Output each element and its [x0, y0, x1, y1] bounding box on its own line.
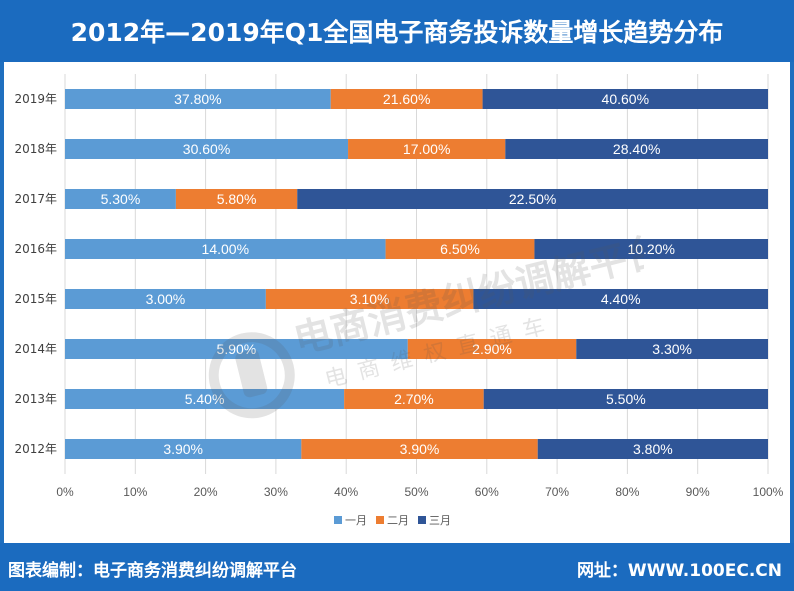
chart-header: 2012年—2019年Q1全国电子商务投诉数量增长趋势分布 — [0, 0, 794, 62]
data-label: 5.40% — [185, 391, 225, 407]
x-tick-label: 100% — [753, 485, 784, 499]
x-tick-label: 20% — [194, 485, 218, 499]
bar-segment — [65, 89, 331, 109]
data-label: 37.80% — [174, 91, 221, 107]
legend-label: 二月 — [387, 514, 409, 527]
legend-label: 一月 — [345, 514, 367, 527]
data-label: 22.50% — [509, 191, 556, 207]
bar-segment — [576, 339, 768, 359]
data-label: 3.80% — [633, 441, 673, 457]
data-label: 5.80% — [217, 191, 257, 207]
y-category-label: 2014年 — [14, 342, 57, 356]
data-label: 5.30% — [101, 191, 141, 207]
y-category-label: 2017年 — [14, 192, 57, 206]
data-label: 5.90% — [217, 341, 257, 357]
y-category-label: 2016年 — [14, 242, 57, 256]
x-tick-label: 0% — [56, 485, 74, 499]
data-label: 4.40% — [601, 291, 641, 307]
data-label: 21.60% — [383, 91, 430, 107]
bar-segment — [483, 389, 768, 409]
data-label: 2.70% — [394, 391, 434, 407]
bar-segment — [297, 189, 768, 209]
x-tick-label: 80% — [615, 485, 639, 499]
data-label: 3.00% — [146, 291, 186, 307]
chart-footer: 图表编制：电子商务消费纠纷调解平台 网址：WWW.100EC.CN — [0, 543, 794, 591]
data-label: 2.90% — [472, 341, 512, 357]
source-credit: 图表编制：电子商务消费纠纷调解平台 — [8, 561, 297, 581]
bar-segment — [537, 439, 768, 459]
bar-segment — [265, 289, 474, 309]
x-tick-label: 50% — [404, 485, 428, 499]
bar-segment — [534, 239, 768, 259]
stacked-bar-chart: 0% 10% 20% 30% 40% 50% 60% 70% 80% 90% 100% 2019年 37… — [14, 74, 784, 527]
y-category-label: 2018年 — [14, 142, 57, 156]
bar-segment — [301, 439, 538, 459]
chart-title: 2012年—2019年Q1全国电子商务投诉数量增长趋势分布 — [70, 18, 724, 47]
x-tick-label: 30% — [264, 485, 288, 499]
bar-segment — [473, 289, 768, 309]
data-label: 6.50% — [440, 241, 480, 257]
bar-segment — [344, 389, 484, 409]
data-label: 14.00% — [202, 241, 249, 257]
y-category-label: 2015年 — [14, 292, 57, 306]
bar-segment — [65, 189, 176, 209]
data-label: 28.40% — [613, 141, 660, 157]
data-label: 3.90% — [163, 441, 203, 457]
bar-segment — [65, 289, 266, 309]
bar-segment — [482, 89, 768, 109]
data-label: 3.90% — [400, 441, 440, 457]
bar-segment — [65, 339, 408, 359]
bar-segment — [65, 239, 386, 259]
legend-swatch — [334, 516, 342, 524]
legend-swatch — [376, 516, 384, 524]
chart-panel: 0% 10% 20% 30% 40% 50% 60% 70% 80% 90% 100% 2019年 37… — [4, 62, 790, 543]
bar-segment — [65, 389, 345, 409]
bar-segment — [175, 189, 298, 209]
data-label: 10.20% — [627, 241, 674, 257]
data-label: 3.30% — [652, 341, 692, 357]
bar-segment — [330, 89, 483, 109]
x-tick-label: 70% — [545, 485, 569, 499]
data-label: 40.60% — [602, 91, 649, 107]
bar-segment — [505, 139, 768, 159]
y-category-label: 2019年 — [14, 92, 57, 106]
data-label: 30.60% — [183, 141, 230, 157]
legend-label: 三月 — [429, 514, 451, 527]
website-url: 网址：WWW.100EC.CN — [576, 561, 782, 581]
data-label: 5.50% — [606, 391, 646, 407]
bar-segment — [65, 139, 349, 159]
x-tick-label: 90% — [686, 485, 710, 499]
bar-segment — [65, 439, 302, 459]
x-tick-label: 60% — [475, 485, 499, 499]
bar-segment — [385, 239, 535, 259]
bar-segment — [407, 339, 577, 359]
x-tick-label: 40% — [334, 485, 358, 499]
data-label: 3.10% — [350, 291, 390, 307]
x-tick-label: 10% — [123, 485, 147, 499]
legend-swatch — [418, 516, 426, 524]
y-category-label: 2012年 — [14, 442, 57, 456]
bar-segment — [348, 139, 506, 159]
data-label: 17.00% — [403, 141, 450, 157]
y-category-label: 2013年 — [14, 392, 57, 406]
